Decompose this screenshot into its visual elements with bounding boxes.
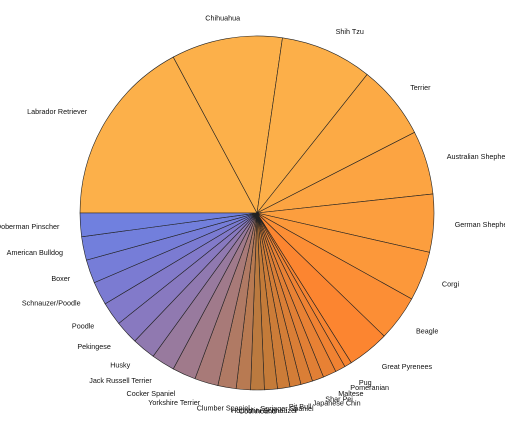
- slice-label: Beagle: [416, 327, 438, 336]
- slice-label: Jack Russell Terrier: [89, 376, 152, 385]
- slice-label: Shar Pei: [325, 394, 353, 403]
- slice-label: German Shepherd: [455, 220, 505, 229]
- slice-label: Mini Schnauzer: [248, 406, 298, 415]
- pie-slices: [79, 35, 435, 391]
- slice-label: Chihuahua: [205, 14, 240, 23]
- pie-slice: [172, 35, 283, 214]
- slice-label: Pit Bull: [289, 402, 312, 411]
- slice-label: Husky: [110, 361, 130, 370]
- slice-label: Australian Shepherd: [447, 152, 505, 161]
- slice-label: Boxer: [51, 274, 70, 283]
- slice-label: Coonhound: [239, 407, 276, 416]
- pie-slice: [79, 212, 258, 238]
- slice-label: Pug: [359, 378, 372, 387]
- slice-label: Clumber Spaniel: [197, 404, 251, 413]
- pie-slice: [79, 56, 258, 214]
- slice-label: Pekingese: [77, 342, 111, 351]
- slice-label: Labrador Retriever: [27, 107, 88, 116]
- slice-label: Japanese Chin: [313, 399, 361, 408]
- pie-labels: Labrador Retriever Chihuahua Shih Tzu Terri…: [0, 14, 505, 416]
- slice-label: Corgi: [442, 279, 460, 288]
- slice-label: Poodle: [72, 321, 94, 330]
- slice-label: Maltese: [338, 389, 363, 398]
- slice-label: Springer Spaniel: [260, 404, 314, 413]
- slice-label: Schnauzer/Poodle: [22, 299, 81, 308]
- slice-label: Shih Tzu: [336, 27, 364, 36]
- slice-label: Doberman Pinscher: [0, 222, 60, 231]
- slice-label: Hound: [231, 406, 252, 415]
- slice-label: Great Pyrenees: [382, 362, 433, 371]
- slice-label: Terrier: [410, 83, 431, 92]
- pie-slice: [256, 37, 368, 215]
- slice-label: Pomeranian: [350, 383, 389, 392]
- slice-label: American Bulldog: [7, 248, 63, 257]
- slice-label: Cocker Spaniel: [127, 389, 176, 398]
- slice-label: Yorkshire Terrier: [148, 398, 201, 407]
